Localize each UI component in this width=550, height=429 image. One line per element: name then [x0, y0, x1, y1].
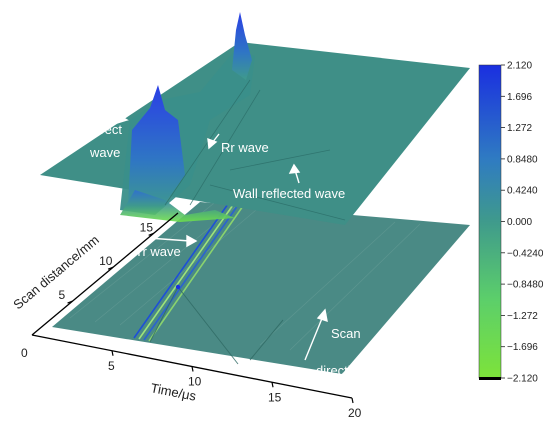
label-rr-wave: Rr wave [221, 140, 269, 155]
colorbar-tick-label: −1.696 [507, 342, 538, 353]
colorbar-tick-label: −1.272 [507, 311, 538, 322]
y-tick-mark [67, 300, 73, 304]
origin-label: 0 [21, 346, 28, 360]
colorbar [478, 64, 502, 379]
x-tick-mark [351, 397, 354, 404]
y-tick-label: 15 [140, 220, 154, 234]
label-scan-direction: direction [316, 363, 365, 378]
y-tick-mark [148, 232, 154, 236]
x-tick-label: 15 [268, 390, 282, 404]
y-tick-mark [107, 266, 114, 270]
x-tick-label: 5 [108, 359, 115, 373]
back-peak [232, 12, 252, 80]
colorbar-ticks: 2.120 1.696 1.272 0.8480 0.4240 0.000 −0.4240 −… [501, 61, 544, 385]
colorbar-bottom-cap [479, 377, 501, 380]
tr-wave-stripes [133, 203, 244, 342]
x-tick-mark [191, 366, 194, 372]
annotation-arrows [91, 112, 328, 361]
label-direct: Direct [88, 122, 122, 137]
label-direct-wave: wave [89, 145, 120, 160]
colorbar-tick-label: 2.120 [507, 61, 532, 72]
y-tick-label: 5 [59, 288, 66, 302]
colorbar-tick-label: 0.8480 [507, 154, 538, 165]
colorbar-tick-label: −0.8480 [507, 280, 544, 291]
projection-reflections [149, 286, 284, 365]
projection-plane [52, 202, 470, 374]
projection-hotspot [175, 284, 181, 290]
colorbar-tick-label: 0.4240 [507, 186, 538, 197]
surface-ridge-lines [164, 79, 346, 221]
label-tr-wave: Tr wave [135, 244, 181, 259]
direct-wave-peak [128, 85, 185, 210]
colorbar-tick-label: −2.120 [507, 374, 538, 385]
x-ticks: 5 10 15 20 [108, 350, 362, 420]
colorbar-tick-label: 1.696 [507, 92, 532, 103]
x-tick-mark [271, 382, 274, 388]
colorbar-tick-label: 1.272 [507, 123, 532, 134]
front-drape [120, 190, 235, 222]
x-tick-label: 10 [188, 375, 202, 389]
x-tick-mark [111, 350, 114, 356]
label-wall-reflected: Wall reflected wave [233, 186, 345, 201]
y-ticks: 5 10 15 [59, 220, 154, 304]
colorbar-tick-label: 0.000 [507, 217, 532, 228]
y-tick-label: 10 [99, 254, 113, 268]
colorbar-tick-label: −0.4240 [507, 248, 544, 259]
label-scan: Scan [331, 326, 361, 341]
x-tick-label: 20 [348, 406, 362, 420]
